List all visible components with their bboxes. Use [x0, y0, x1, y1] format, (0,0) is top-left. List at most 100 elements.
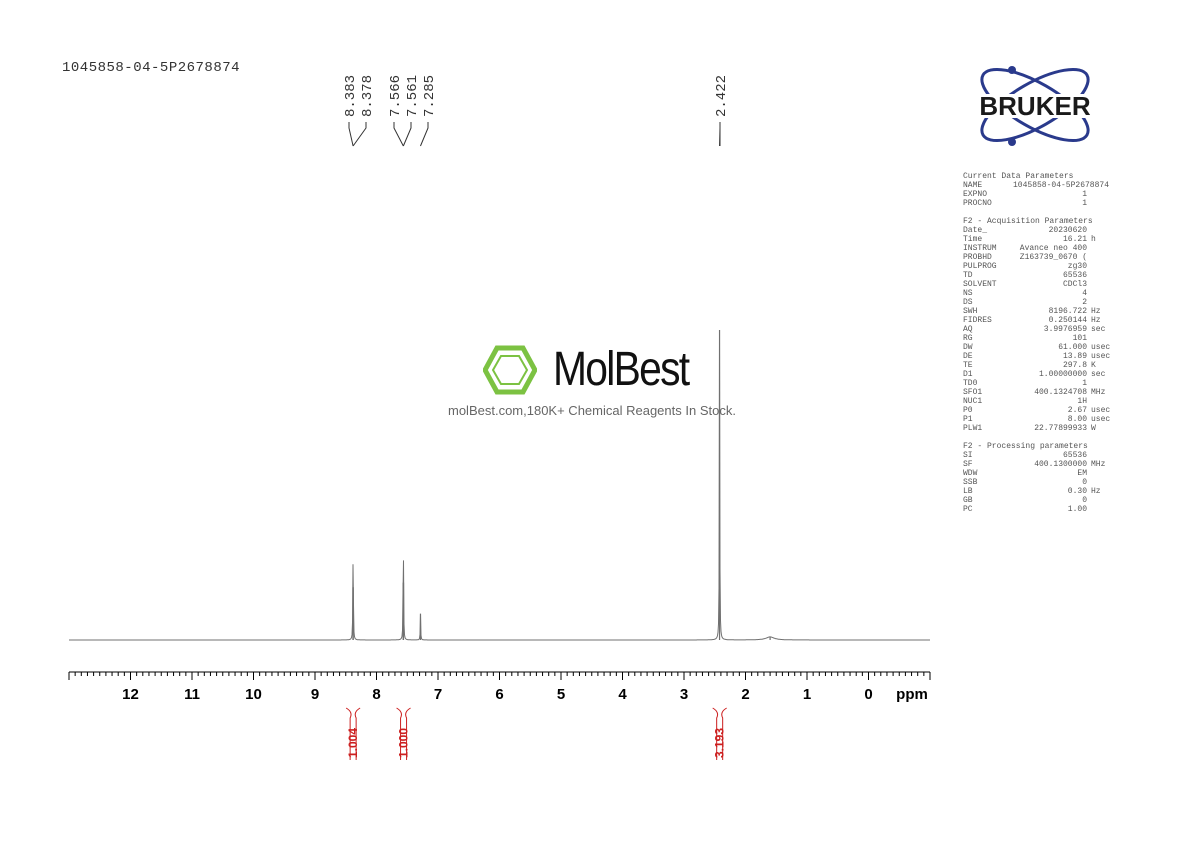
integral-value: 1.004 — [346, 728, 360, 758]
peak-label: 7.566 — [388, 75, 404, 117]
param-unit: sec — [1091, 370, 1106, 379]
param-key: SI — [963, 451, 973, 460]
param-key: DS — [963, 298, 973, 307]
peak-label: 7.285 — [422, 75, 438, 117]
param-row: TD0 1 — [963, 379, 1123, 388]
param-value: 0.30 — [1067, 487, 1087, 496]
param-value: 1.00000000 — [1038, 370, 1087, 379]
param-row: TE 297.8 K — [963, 361, 1123, 370]
param-value: 2 — [1082, 298, 1087, 307]
param-unit — [1087, 262, 1091, 271]
param-value: 1 — [1082, 190, 1087, 199]
param-row: TD 65536 — [963, 271, 1123, 280]
param-key: FIDRES — [963, 316, 992, 325]
param-key: NUC1 — [963, 397, 983, 406]
param-row: SFO1 400.1324708 MHz — [963, 388, 1123, 397]
param-key: P1 — [963, 415, 973, 424]
param-unit — [1087, 397, 1091, 406]
param-unit — [1087, 253, 1091, 262]
param-row: DE 13.89 usec — [963, 352, 1123, 361]
param-key: PROBHD — [963, 253, 992, 262]
param-row: INSTRUM Avance neo 400 — [963, 244, 1123, 253]
peak-label: 7.561 — [405, 75, 421, 117]
param-row: SSB 0 — [963, 478, 1123, 487]
param-value: 65536 — [1062, 271, 1087, 280]
param-row: NUC1 1H — [963, 397, 1123, 406]
molbest-watermark: MolBest molBest.com,180K+ Chemical Reage… — [448, 342, 736, 418]
param-key: WDW — [963, 469, 978, 478]
param-value: 101 — [1072, 334, 1087, 343]
x-tick-label: 6 — [495, 686, 503, 703]
param-unit — [1087, 298, 1091, 307]
param-value: 297.8 — [1062, 361, 1087, 370]
param-key: TE — [963, 361, 973, 370]
integral-bracket — [712, 707, 727, 760]
spectrum-title: 1045858-04-5P2678874 — [62, 60, 241, 76]
peak-label: 2.422 — [714, 75, 730, 117]
acquisition-parameters-panel: Current Data Parameters NAME 1045858-04-5P… — [963, 172, 1123, 514]
param-key: NS — [963, 289, 973, 298]
param-key: PC — [963, 505, 973, 514]
peak-label-connector — [402, 122, 412, 147]
peak-label: 8.383 — [343, 75, 359, 117]
param-value: 8.00 — [1067, 415, 1087, 424]
param-unit: MHz — [1091, 388, 1106, 397]
param-value: 1045858-04-5P2678874 — [1012, 181, 1109, 190]
param-value: CDCl3 — [1062, 280, 1087, 289]
param-key: TD0 — [963, 379, 978, 388]
param-row: PLW1 22.77899933 W — [963, 424, 1123, 433]
param-key: P0 — [963, 406, 973, 415]
param-value: 16.21 — [1062, 235, 1087, 244]
param-unit: W — [1091, 424, 1096, 433]
x-axis-label: ppm — [896, 686, 928, 703]
param-row: EXPNO 1 — [963, 190, 1123, 199]
param-value: 13.89 — [1062, 352, 1087, 361]
peak-label-connector — [352, 122, 367, 147]
param-unit: K — [1091, 361, 1096, 370]
param-key: PULPROG — [963, 262, 997, 271]
watermark-brand: MolBest — [553, 343, 690, 396]
param-row: LB 0.30 Hz — [963, 487, 1123, 496]
integral-bracket — [345, 707, 361, 760]
param-key: EXPNO — [963, 190, 988, 199]
param-value: 400.1324708 — [1034, 388, 1087, 397]
param-row: NAME 1045858-04-5P2678874 — [963, 181, 1123, 190]
param-value: 0 — [1082, 496, 1087, 505]
x-tick-label: 4 — [618, 686, 627, 703]
peak-label-connector — [393, 122, 404, 147]
param-key: SFO1 — [963, 388, 983, 397]
x-tick-label: 3 — [680, 686, 688, 703]
x-tick-label: 5 — [557, 686, 565, 703]
param-value: Z163739_0670 ( — [1019, 253, 1087, 262]
param-section-header: F2 - Processing parameters — [963, 442, 1088, 451]
param-row: D1 1.00000000 sec — [963, 370, 1123, 379]
param-row: Time 16.21 h — [963, 235, 1123, 244]
param-unit — [1087, 244, 1091, 253]
param-unit — [1087, 280, 1091, 289]
param-value: zg30 — [1067, 262, 1087, 271]
param-row: PULPROG zg30 — [963, 262, 1123, 271]
param-unit — [1087, 496, 1091, 505]
param-key: SOLVENT — [963, 280, 997, 289]
x-tick-label: 11 — [184, 686, 200, 703]
x-tick-label: 10 — [245, 686, 262, 703]
param-row: PROCNO 1 — [963, 199, 1123, 208]
param-row: SOLVENT CDCl3 — [963, 280, 1123, 289]
param-value: 0 — [1082, 478, 1087, 487]
param-key: PLW1 — [963, 424, 983, 433]
param-unit — [1109, 181, 1113, 190]
param-value: 1 — [1082, 379, 1087, 388]
param-unit: usec — [1091, 343, 1111, 352]
param-unit — [1087, 379, 1091, 388]
param-value: EM — [1077, 469, 1087, 478]
param-unit: usec — [1091, 415, 1111, 424]
x-tick-label: 8 — [372, 686, 380, 703]
param-key: SF — [963, 460, 973, 469]
param-row: NS 4 — [963, 289, 1123, 298]
param-unit — [1087, 334, 1091, 343]
param-row: GB 0 — [963, 496, 1123, 505]
x-tick-label: 7 — [434, 686, 442, 703]
param-unit: usec — [1091, 406, 1111, 415]
param-value: 65536 — [1062, 451, 1087, 460]
x-tick-label: 12 — [122, 686, 139, 703]
